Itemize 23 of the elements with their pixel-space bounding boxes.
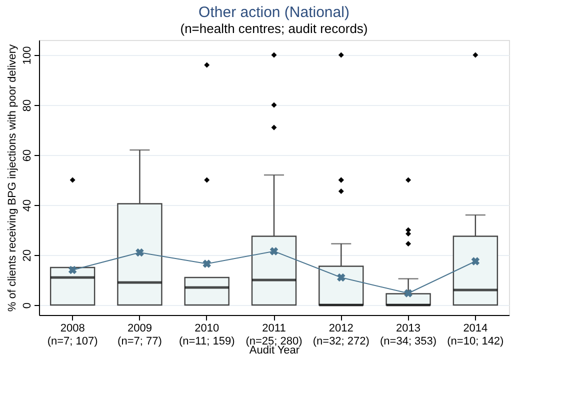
x-tick-label: 2009 (n=7; 77) — [118, 322, 162, 348]
x-tick-label: 2012 (n=32; 272) — [312, 322, 370, 348]
x-tick-label: 2008 (n=7; 107) — [47, 322, 98, 348]
x-tick-label: 2010 (n=11; 159) — [178, 322, 235, 348]
point — [404, 289, 412, 298]
y-axis-title: % of clients receiving BPG injections with poor delivery — [6, 44, 18, 312]
chart-title: Other action (National) — [198, 4, 350, 21]
point — [270, 247, 278, 256]
y-tick-label: 100 — [22, 46, 34, 65]
x-tick-label: 2013 (n=34; 353) — [380, 322, 437, 348]
point — [337, 273, 346, 282]
chart-subtitle: (n=health centres; audit records) — [180, 21, 368, 36]
point — [136, 248, 144, 257]
y-tick-label: 80 — [22, 99, 34, 112]
y-tick-label: 0 — [22, 302, 34, 309]
x-tick-label: 2014 (n=10; 142) — [447, 322, 504, 348]
y-tick-label: 20 — [22, 249, 34, 262]
y-tick-label: 40 — [22, 199, 34, 212]
point — [68, 266, 77, 274]
x-axis-title: Audit Year — [249, 344, 300, 356]
point — [471, 257, 480, 266]
y-tick-label: 60 — [22, 149, 34, 162]
point — [202, 260, 211, 268]
